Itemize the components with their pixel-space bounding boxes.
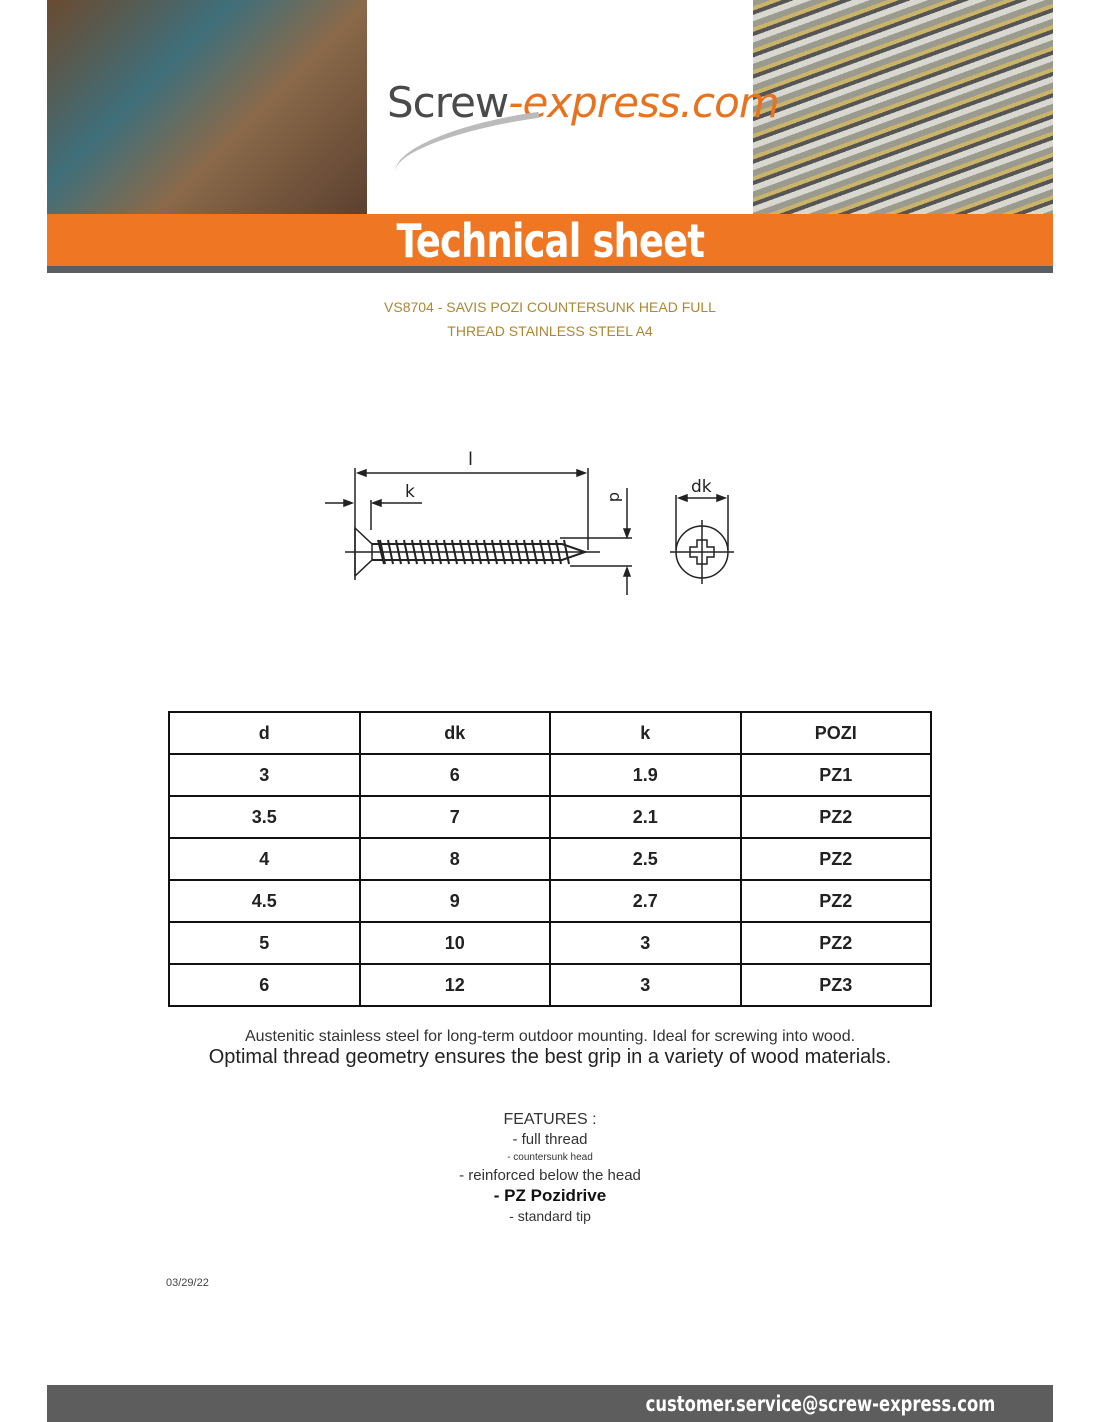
footer: customer.service@screw-express.com (47, 1385, 1053, 1422)
cell: 4 (168, 837, 361, 881)
cell: 8 (358, 837, 551, 881)
header-cell: k (549, 711, 742, 755)
feature-item: - full thread (512, 1131, 588, 1148)
feature-item: - PZ Pozidrive (493, 1186, 607, 1205)
cell: 3 (168, 753, 361, 797)
table-row: 3 6 1.9 PZ1 (168, 753, 932, 797)
table-row: 6 12 3 PZ3 (168, 963, 932, 1007)
description-line-1: Austenitic stainless steel for long-term… (244, 1028, 856, 1045)
table-row: 3.5 7 2.1 PZ2 (168, 795, 932, 839)
logo: Screw-express.com (387, 78, 780, 127)
cell: 7 (358, 795, 551, 839)
date: 03/29/22 (166, 1277, 209, 1289)
header-cell: POZI (739, 711, 932, 755)
cell: 3 (549, 963, 742, 1007)
cell: PZ2 (739, 879, 932, 923)
feature-item: - reinforced below the head (459, 1167, 641, 1184)
header-banner: Screw-express.com (47, 0, 1053, 214)
cell: PZ2 (739, 837, 932, 881)
cell: PZ2 (739, 921, 932, 965)
feature-item: - countersunk head (507, 1152, 593, 1163)
table-row: 4.5 9 2.7 PZ2 (168, 879, 932, 923)
cell: 9 (358, 879, 551, 923)
cell: 2.7 (549, 879, 742, 923)
header-cell: dk (358, 711, 551, 755)
screw-drawing: l k d dk (325, 449, 734, 595)
dimensions-table: d dk k POZI 3 6 1.9 PZ1 3.5 7 2.1 PZ2 4 8 2.5 PZ2 4.… (168, 711, 932, 1007)
cell: 6 (358, 753, 551, 797)
thread-lines (372, 539, 589, 565)
cell: PZ1 (739, 753, 932, 797)
feature-item: - standard tip (509, 1208, 591, 1224)
cell: PZ2 (739, 795, 932, 839)
technical-sheet-banner: Technical sheet (47, 214, 1053, 268)
cell: 10 (358, 921, 551, 965)
product-title: VS8704 - SAVIS POZI COUNTERSUNK HEAD FUL… (384, 299, 716, 339)
tools-photo (47, 0, 427, 214)
cell: 3.5 (168, 795, 361, 839)
cell: 12 (358, 963, 551, 1007)
cell: 6 (168, 963, 361, 1007)
cell: 5 (168, 921, 361, 965)
cell: 3 (549, 921, 742, 965)
cell: 1.9 (549, 753, 742, 797)
table-header-row: d dk k POZI (168, 711, 932, 755)
header-cell: d (168, 711, 361, 755)
label-dk: dk (691, 477, 712, 497)
screws-photo (703, 0, 1053, 214)
cell: 4.5 (168, 879, 361, 923)
label-k: k (405, 482, 415, 502)
cell: PZ3 (739, 963, 932, 1007)
divider (47, 266, 1053, 273)
cell: 2.1 (549, 795, 742, 839)
contact-email[interactable]: customer.service@screw-express.com (645, 1392, 995, 1416)
table-row: 5 10 3 PZ2 (168, 921, 932, 965)
table-row: 4 8 2.5 PZ2 (168, 837, 932, 881)
features-list: FEATURES : - full thread - countersunk h… (0, 1110, 1100, 1226)
cell: 2.5 (549, 837, 742, 881)
label-l: l (468, 449, 473, 470)
features-title: FEATURES : (503, 1111, 597, 1128)
description-line-2: Optimal thread geometry ensures the best… (208, 1046, 892, 1068)
label-d: d (606, 492, 625, 502)
